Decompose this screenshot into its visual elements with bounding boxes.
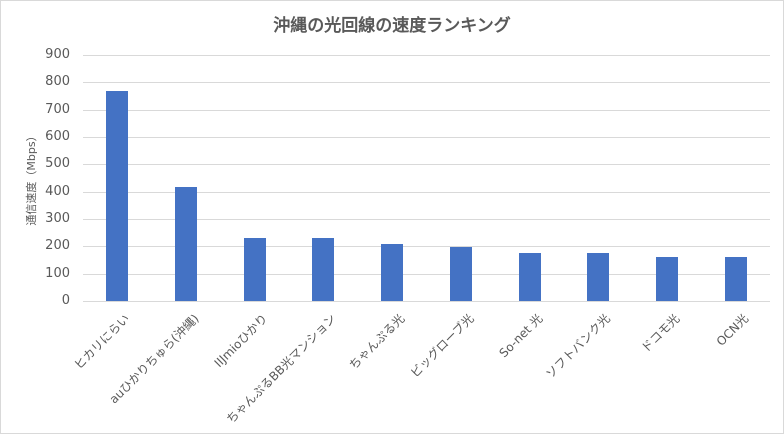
gridline [83, 164, 770, 165]
y-tick-label: 900 [45, 47, 70, 62]
gridline [83, 82, 770, 83]
y-tick-label: 200 [45, 238, 70, 253]
y-tick-label: 100 [45, 266, 70, 281]
bar [175, 187, 197, 301]
gridline [83, 137, 770, 138]
gridline [83, 274, 770, 275]
bar [312, 238, 334, 301]
bar [450, 247, 472, 301]
bar [725, 257, 747, 301]
gridline [83, 192, 770, 193]
bar [381, 244, 403, 301]
y-tick-label: 400 [45, 184, 70, 199]
gridline [83, 246, 770, 247]
gridline [83, 55, 770, 56]
bar [587, 253, 609, 301]
gridline [83, 301, 770, 302]
bar [519, 253, 541, 301]
y-tick-label: 700 [45, 102, 70, 117]
bar [656, 257, 678, 301]
chart-title: 沖縄の光回線の速度ランキング [273, 16, 511, 36]
bar [244, 238, 266, 301]
gridline [83, 219, 770, 220]
y-tick-label: 800 [45, 74, 70, 89]
y-tick-label: 600 [45, 129, 70, 144]
gridline [83, 110, 770, 111]
y-tick-label: 500 [45, 156, 70, 171]
y-tick-label: 0 [61, 293, 70, 308]
bar [106, 91, 128, 301]
y-tick-label: 300 [45, 211, 70, 226]
